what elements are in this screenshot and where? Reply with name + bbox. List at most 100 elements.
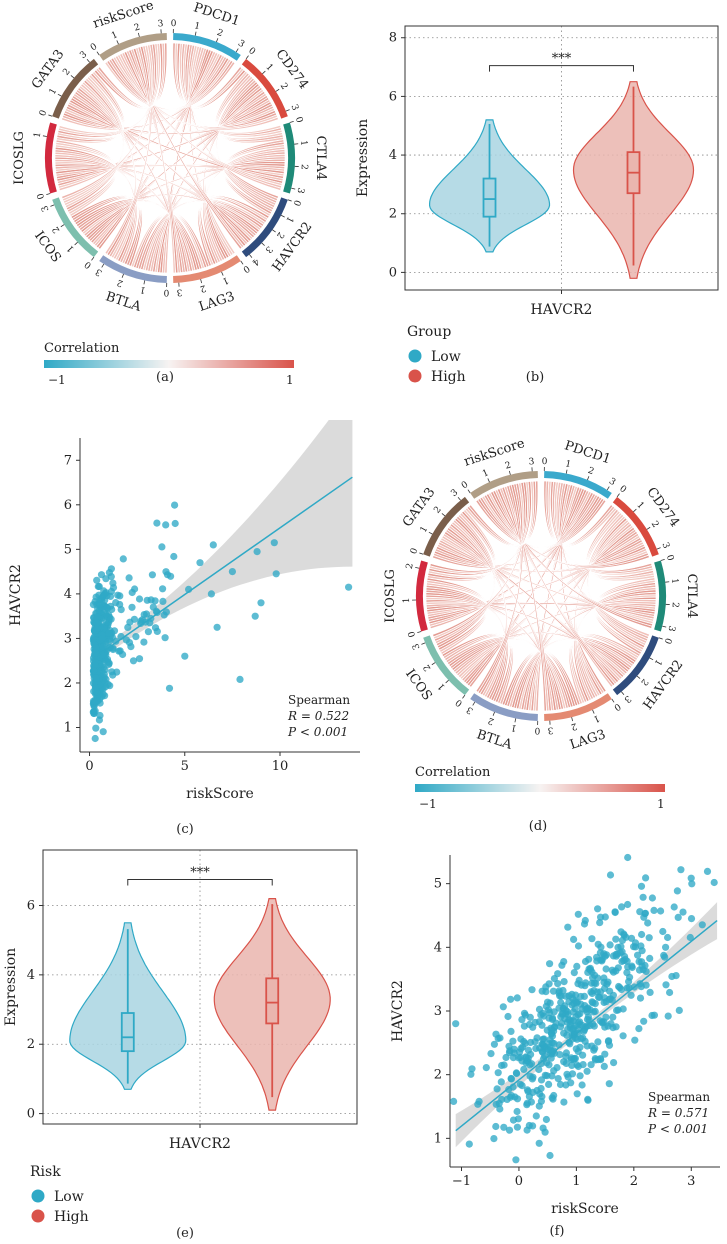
scatter-point xyxy=(577,1072,584,1079)
y-tick-label: 2 xyxy=(434,1068,442,1083)
scatter-point xyxy=(196,559,203,566)
scatter-point xyxy=(162,634,169,641)
tick-label: 2 xyxy=(405,562,416,570)
scatter-point xyxy=(99,635,106,642)
box-low xyxy=(122,1013,134,1051)
scatter-point xyxy=(136,655,143,662)
tick-label: 2 xyxy=(504,461,512,472)
tick-label: 3 xyxy=(449,488,460,500)
scatter-point xyxy=(210,541,217,548)
panel-label: (d) xyxy=(529,819,547,834)
scatter-point xyxy=(538,1076,545,1083)
scatter-point xyxy=(514,1108,521,1115)
scatter-point xyxy=(252,613,259,620)
scatter-point xyxy=(526,1061,533,1068)
y-tick-label: 1 xyxy=(434,1131,442,1146)
tick-label: 0 xyxy=(246,46,257,58)
scatter-point xyxy=(140,639,147,646)
axis-tick xyxy=(201,279,202,283)
scatter-point xyxy=(597,988,604,995)
scatter-point xyxy=(542,983,549,990)
axis-tick xyxy=(236,49,238,52)
axis-tick xyxy=(429,532,432,534)
tick-label: 1 xyxy=(652,657,664,667)
tick-label: 3 xyxy=(176,286,183,296)
scatter-point xyxy=(660,952,667,959)
axis-tick xyxy=(572,717,573,721)
tick-label: 3 xyxy=(547,724,554,734)
annotation-method: Spearman xyxy=(288,693,350,707)
panel-label: (a) xyxy=(156,370,174,385)
scatter-point xyxy=(567,1079,574,1086)
scatter-point xyxy=(579,1052,586,1059)
tick-label: 1 xyxy=(193,21,201,32)
tick-label: 0 xyxy=(291,198,302,207)
axis-tick xyxy=(633,509,636,512)
y-tick-label: 6 xyxy=(27,898,35,913)
scatter-point xyxy=(126,574,133,581)
scatter-point xyxy=(640,894,647,901)
scatter-point xyxy=(254,548,261,555)
scatter-point xyxy=(638,931,645,938)
scatter-point xyxy=(162,521,169,528)
scatter-point xyxy=(638,883,645,890)
y-tick-label: 4 xyxy=(27,968,35,983)
scatter-point xyxy=(273,570,280,577)
scatter-point xyxy=(563,1071,570,1078)
scatter-point xyxy=(506,1127,513,1134)
y-tick-label: 4 xyxy=(434,940,442,955)
tick-label: 0 xyxy=(662,636,673,645)
tick-label: 0 xyxy=(83,258,94,270)
sector-name-ctla4: CTLA4 xyxy=(313,136,328,181)
scatter-point xyxy=(699,921,706,928)
box-high xyxy=(266,978,278,1023)
axis-tick xyxy=(117,40,119,44)
scatter-point xyxy=(518,1016,525,1023)
tick-label: 1 xyxy=(510,722,518,733)
scatter-point xyxy=(562,993,569,1000)
scatter-point xyxy=(558,1011,565,1018)
scatter-point xyxy=(665,1013,672,1020)
tick-label: 1 xyxy=(419,525,431,535)
axis-tick xyxy=(48,115,52,116)
scatter-point xyxy=(170,553,177,560)
scatter-point xyxy=(582,917,589,924)
scatter-point xyxy=(598,957,605,964)
tick-label: 3 xyxy=(157,19,164,29)
axis-tick xyxy=(446,680,449,683)
scatter-point xyxy=(101,590,108,597)
scatter-point xyxy=(96,600,103,607)
scatter-point xyxy=(236,676,243,683)
axis-tick xyxy=(43,136,47,137)
scatter-point xyxy=(642,874,649,881)
scatter-point xyxy=(167,573,174,580)
scatter-point xyxy=(671,903,678,910)
scatter-point xyxy=(511,1049,518,1056)
x-tick-label: 0 xyxy=(85,759,93,774)
scatter-point xyxy=(592,1000,599,1007)
tick-label: 0 xyxy=(293,116,304,125)
tick-label: 1 xyxy=(33,131,44,138)
tick-label: 1 xyxy=(592,712,601,723)
scatter-point xyxy=(92,735,99,742)
legend-dot-low xyxy=(409,350,422,363)
scatter-point xyxy=(529,1024,536,1031)
axis-tick xyxy=(493,712,494,716)
tick-label: 0 xyxy=(611,701,622,713)
scatter-point xyxy=(620,1005,627,1012)
axis-tick xyxy=(138,33,139,37)
legend-label-high: High xyxy=(54,1209,89,1225)
legend-min: −1 xyxy=(419,797,437,811)
scatter-point xyxy=(159,585,166,592)
tick-label: 0 xyxy=(534,725,540,735)
axis-tick xyxy=(281,215,285,217)
annotation-method: Spearman xyxy=(648,1090,710,1104)
scatter-point xyxy=(490,1135,497,1142)
y-axis-label: HAVCR2 xyxy=(390,980,406,1042)
scatter-point xyxy=(610,992,617,999)
scatter-point xyxy=(594,1038,601,1045)
scatter-point xyxy=(92,684,99,691)
axis-tick xyxy=(462,695,464,698)
